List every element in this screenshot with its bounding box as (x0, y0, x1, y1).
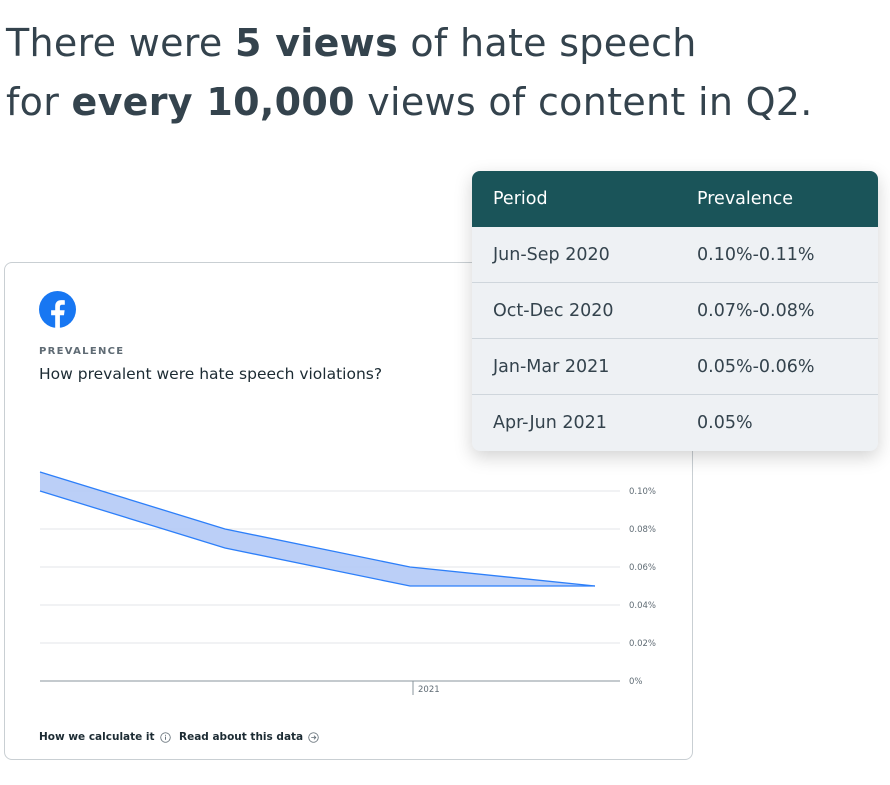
headline-text: of hate speech (398, 21, 697, 65)
period-cell: Jun-Sep 2020 (493, 244, 610, 265)
prevalence-table: Period Prevalence Jun-Sep 2020 0.10%-0.1… (472, 171, 878, 451)
y-tick-label: 0.04% (629, 601, 656, 611)
y-tick-label: 0.06% (629, 563, 656, 573)
headline-text: for (6, 80, 72, 124)
x-tick-label: 2021 (418, 685, 440, 695)
headline-emphasis: every 10,000 (71, 80, 355, 124)
y-tick-label: 0% (629, 677, 643, 687)
headline-text: views of content in Q2. (354, 80, 813, 124)
eyebrow-label: PREVALENCE (39, 346, 125, 357)
table-row: Oct-Dec 2020 0.07%-0.08% (472, 283, 878, 339)
headline: There were 5 views of hate speech for ev… (6, 14, 813, 132)
column-header-period: Period (493, 189, 548, 209)
prevalence-cell: 0.10%-0.11% (697, 244, 815, 265)
period-cell: Oct-Dec 2020 (493, 300, 614, 321)
arrow-right-circle-icon (308, 731, 319, 743)
facebook-icon (39, 291, 76, 328)
y-tick-label: 0.02% (629, 639, 656, 649)
table-row: Jun-Sep 2020 0.10%-0.11% (472, 227, 878, 283)
y-tick-label: 0.10% (629, 487, 656, 497)
chart-question: How prevalent were hate speech violation… (39, 365, 383, 383)
headline-line2: for every 10,000 views of content in Q2. (6, 80, 813, 124)
lower-bound-line (39, 490, 595, 587)
table-row: Jan-Mar 2021 0.05%-0.06% (472, 339, 878, 395)
table-header-row: Period Prevalence (472, 171, 878, 227)
link-label: How we calculate it (39, 731, 155, 743)
link-label: Read about this data (179, 731, 304, 743)
how-we-calculate-link[interactable]: How we calculate it (39, 731, 171, 743)
headline-line1: There were 5 views of hate speech (6, 21, 697, 65)
prevalence-cell: 0.05% (697, 413, 753, 433)
period-cell: Jan-Mar 2021 (493, 356, 610, 377)
period-cell: Apr-Jun 2021 (493, 413, 607, 433)
range-band (40, 472, 595, 586)
prevalence-cell: 0.05%-0.06% (697, 356, 815, 377)
table-row: Apr-Jun 2021 0.05% (472, 395, 878, 451)
upper-bound-line (39, 471, 596, 587)
y-tick-label: 0.08% (629, 525, 656, 535)
prevalence-chart: 0.10% 0.08% 0.06% 0.04% 0.02% 0% 2021 (39, 471, 656, 695)
column-header-prevalence: Prevalence (697, 189, 794, 209)
read-about-data-link[interactable]: Read about this data (179, 731, 319, 743)
headline-text: There were (6, 21, 235, 65)
prevalence-cell: 0.07%-0.08% (697, 300, 815, 321)
info-icon (159, 731, 171, 743)
headline-emphasis: 5 views (234, 21, 398, 65)
